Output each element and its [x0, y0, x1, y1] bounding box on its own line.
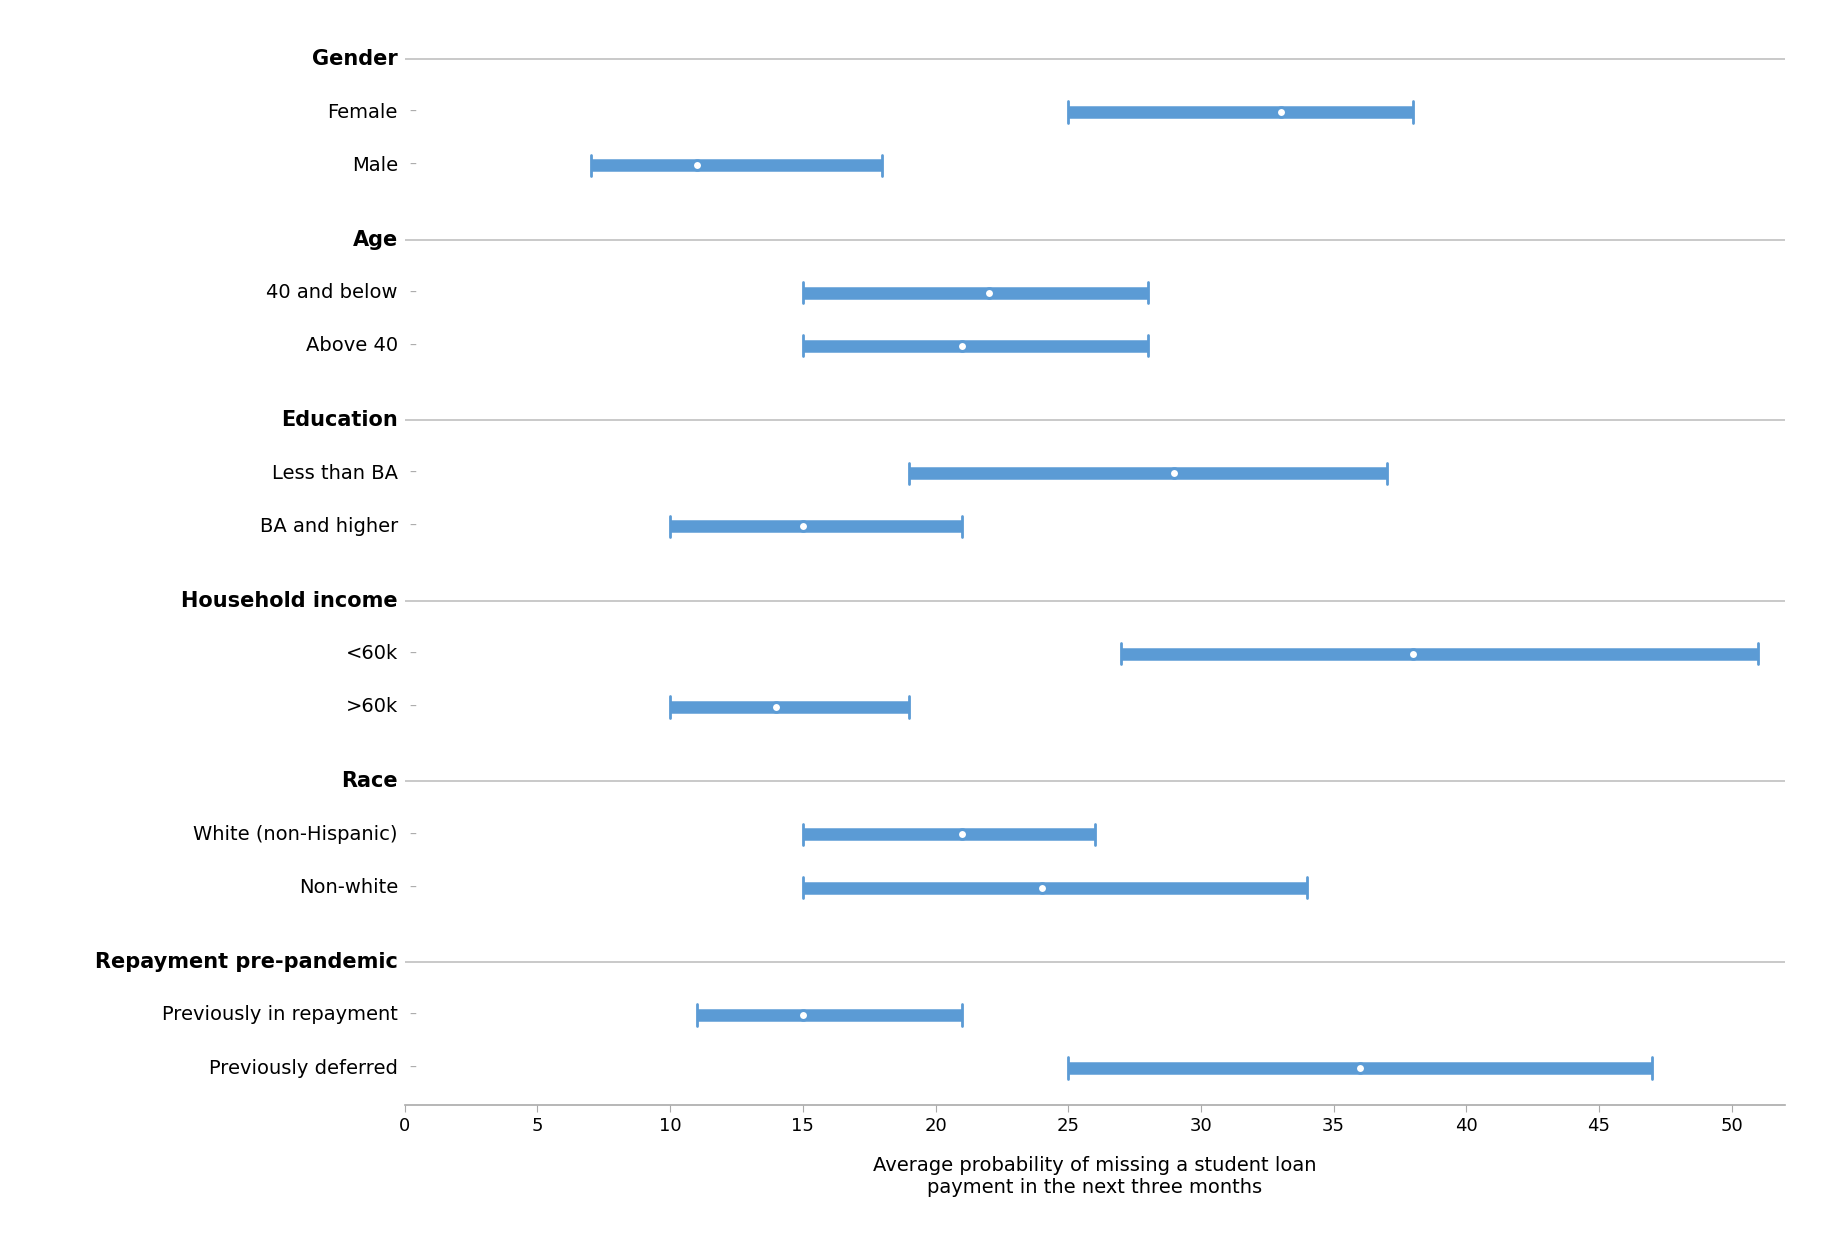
Text: –: –	[408, 828, 416, 842]
Text: –: –	[408, 466, 416, 480]
Text: <60k: <60k	[346, 644, 397, 663]
Text: Education: Education	[281, 411, 397, 430]
Text: Repayment pre-pandemic: Repayment pre-pandemic	[96, 952, 397, 972]
Text: Above 40: Above 40	[305, 337, 397, 355]
Text: Previously in repayment: Previously in repayment	[162, 1006, 397, 1025]
Text: Less than BA: Less than BA	[272, 463, 397, 482]
Text: Household income: Household income	[182, 590, 397, 610]
Text: –: –	[408, 880, 416, 894]
Text: –: –	[408, 339, 416, 353]
Text: –: –	[408, 519, 416, 534]
Text: Age: Age	[353, 230, 397, 250]
Text: –: –	[408, 285, 416, 300]
Text: –: –	[408, 106, 416, 119]
Text: Race: Race	[340, 771, 397, 791]
Text: >60k: >60k	[346, 697, 397, 716]
Text: Previously deferred: Previously deferred	[210, 1059, 397, 1078]
Text: White (non-Hispanic): White (non-Hispanic)	[193, 825, 397, 844]
Text: 40 and below: 40 and below	[267, 283, 397, 303]
Text: –: –	[408, 1009, 416, 1022]
Text: –: –	[408, 700, 416, 713]
Text: Gender: Gender	[313, 49, 397, 69]
Text: Female: Female	[327, 103, 397, 122]
Text: –: –	[408, 158, 416, 172]
Text: Male: Male	[351, 156, 397, 175]
Text: –: –	[408, 1061, 416, 1075]
Text: BA and higher: BA and higher	[259, 516, 397, 536]
Text: –: –	[408, 647, 416, 661]
Text: Non-white: Non-white	[298, 878, 397, 897]
X-axis label: Average probability of missing a student loan
payment in the next three months: Average probability of missing a student…	[872, 1156, 1317, 1197]
